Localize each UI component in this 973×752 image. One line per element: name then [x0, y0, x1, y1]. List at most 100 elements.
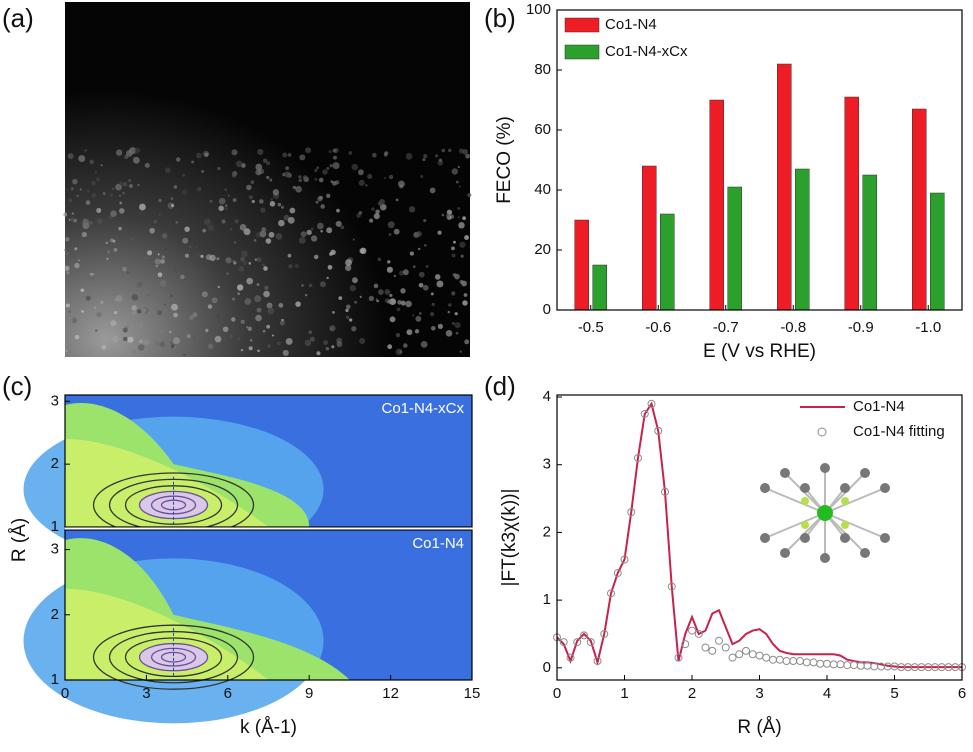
- speckle: [158, 213, 161, 216]
- panel-label: (c): [2, 371, 32, 401]
- speckle: [159, 280, 167, 287]
- speckle: [396, 307, 401, 312]
- speckle: [200, 254, 204, 258]
- y-tick-label: 3: [51, 392, 59, 409]
- speckle: [127, 336, 134, 343]
- speckle: [180, 274, 185, 280]
- speckle: [164, 167, 171, 174]
- speckle: [332, 180, 337, 186]
- speckle: [184, 226, 190, 232]
- data-point: [829, 660, 838, 669]
- speckle: [138, 323, 143, 328]
- speckle: [262, 329, 266, 333]
- speckle: [446, 213, 451, 218]
- speckle: [122, 336, 128, 342]
- speckle: [157, 253, 160, 256]
- speckle: [314, 177, 318, 181]
- speckle: [269, 178, 273, 182]
- speckle: [373, 283, 379, 289]
- speckle: [420, 340, 428, 348]
- speckle: [348, 151, 353, 155]
- x-tick-label: 6: [958, 685, 966, 702]
- contour-line: [160, 499, 187, 511]
- speckle: [96, 312, 102, 318]
- speckle: [105, 241, 108, 245]
- speckle: [192, 312, 198, 318]
- speckle: [139, 339, 144, 344]
- speckle: [110, 320, 117, 327]
- data-point: [816, 659, 825, 668]
- speckle: [231, 149, 238, 156]
- speckle: [231, 173, 237, 178]
- speckle: [256, 307, 262, 313]
- speckle: [331, 251, 336, 255]
- speckle: [207, 224, 215, 232]
- data-point: [850, 661, 858, 670]
- speckle: [336, 208, 340, 213]
- speckle: [128, 179, 132, 183]
- speckle: [119, 181, 124, 186]
- speckle: [86, 189, 90, 193]
- speckle: [389, 174, 394, 180]
- panel-label: (d): [484, 371, 516, 401]
- legend-label: Co1-N4-xCx: [605, 43, 688, 60]
- speckle: [204, 218, 211, 226]
- speckle: [395, 348, 403, 356]
- atom: [880, 483, 890, 493]
- speckle: [110, 210, 117, 217]
- speckle: [122, 182, 128, 187]
- y-tick-label: 60: [534, 121, 551, 138]
- data-point: [688, 626, 696, 635]
- speckle: [231, 317, 236, 322]
- data-point: [755, 651, 764, 660]
- speckle: [263, 290, 270, 298]
- speckle: [115, 149, 123, 156]
- speckle: [285, 337, 293, 345]
- speckle: [214, 335, 222, 343]
- speckle: [161, 255, 165, 259]
- speckle: [163, 303, 167, 306]
- speckle: [217, 166, 221, 171]
- speckle: [358, 179, 365, 186]
- speckle: [216, 314, 220, 318]
- speckle: [272, 189, 280, 196]
- speckle: [95, 329, 98, 332]
- data-point: [681, 640, 690, 649]
- data-point: [748, 650, 757, 659]
- speckle: [335, 220, 342, 227]
- y-tick-label: 2: [51, 455, 59, 472]
- speckle: [279, 320, 285, 326]
- plot-frame: [556, 9, 963, 311]
- speckle: [292, 185, 297, 190]
- speckle: [68, 198, 73, 203]
- speckle: [102, 192, 106, 195]
- speckle: [295, 301, 301, 307]
- speckle: [447, 148, 452, 153]
- speckle: [254, 295, 262, 303]
- atom: [880, 533, 890, 543]
- speckle: [176, 157, 181, 162]
- speckle: [205, 328, 209, 333]
- speckle: [122, 327, 128, 333]
- y-tick-label: 3: [543, 456, 551, 473]
- speckle: [67, 153, 74, 160]
- speckle: [132, 156, 140, 164]
- speckle: [408, 206, 416, 213]
- speckle: [304, 293, 308, 297]
- speckle: [393, 228, 400, 235]
- speckle: [447, 310, 451, 314]
- speckle: [384, 289, 391, 295]
- speckle: [389, 298, 397, 305]
- speckle: [134, 147, 141, 154]
- speckle: [72, 178, 78, 185]
- speckle: [201, 170, 205, 173]
- speckle: [422, 158, 426, 162]
- y-tick-label: 40: [534, 181, 551, 198]
- speckle: [346, 304, 351, 310]
- x-tick-label: -0.5: [578, 319, 604, 336]
- panel-label: (a): [2, 3, 34, 33]
- speckle: [249, 339, 253, 342]
- x-tick-label: 12: [382, 685, 399, 702]
- speckle: [222, 326, 229, 333]
- speckle: [457, 165, 461, 169]
